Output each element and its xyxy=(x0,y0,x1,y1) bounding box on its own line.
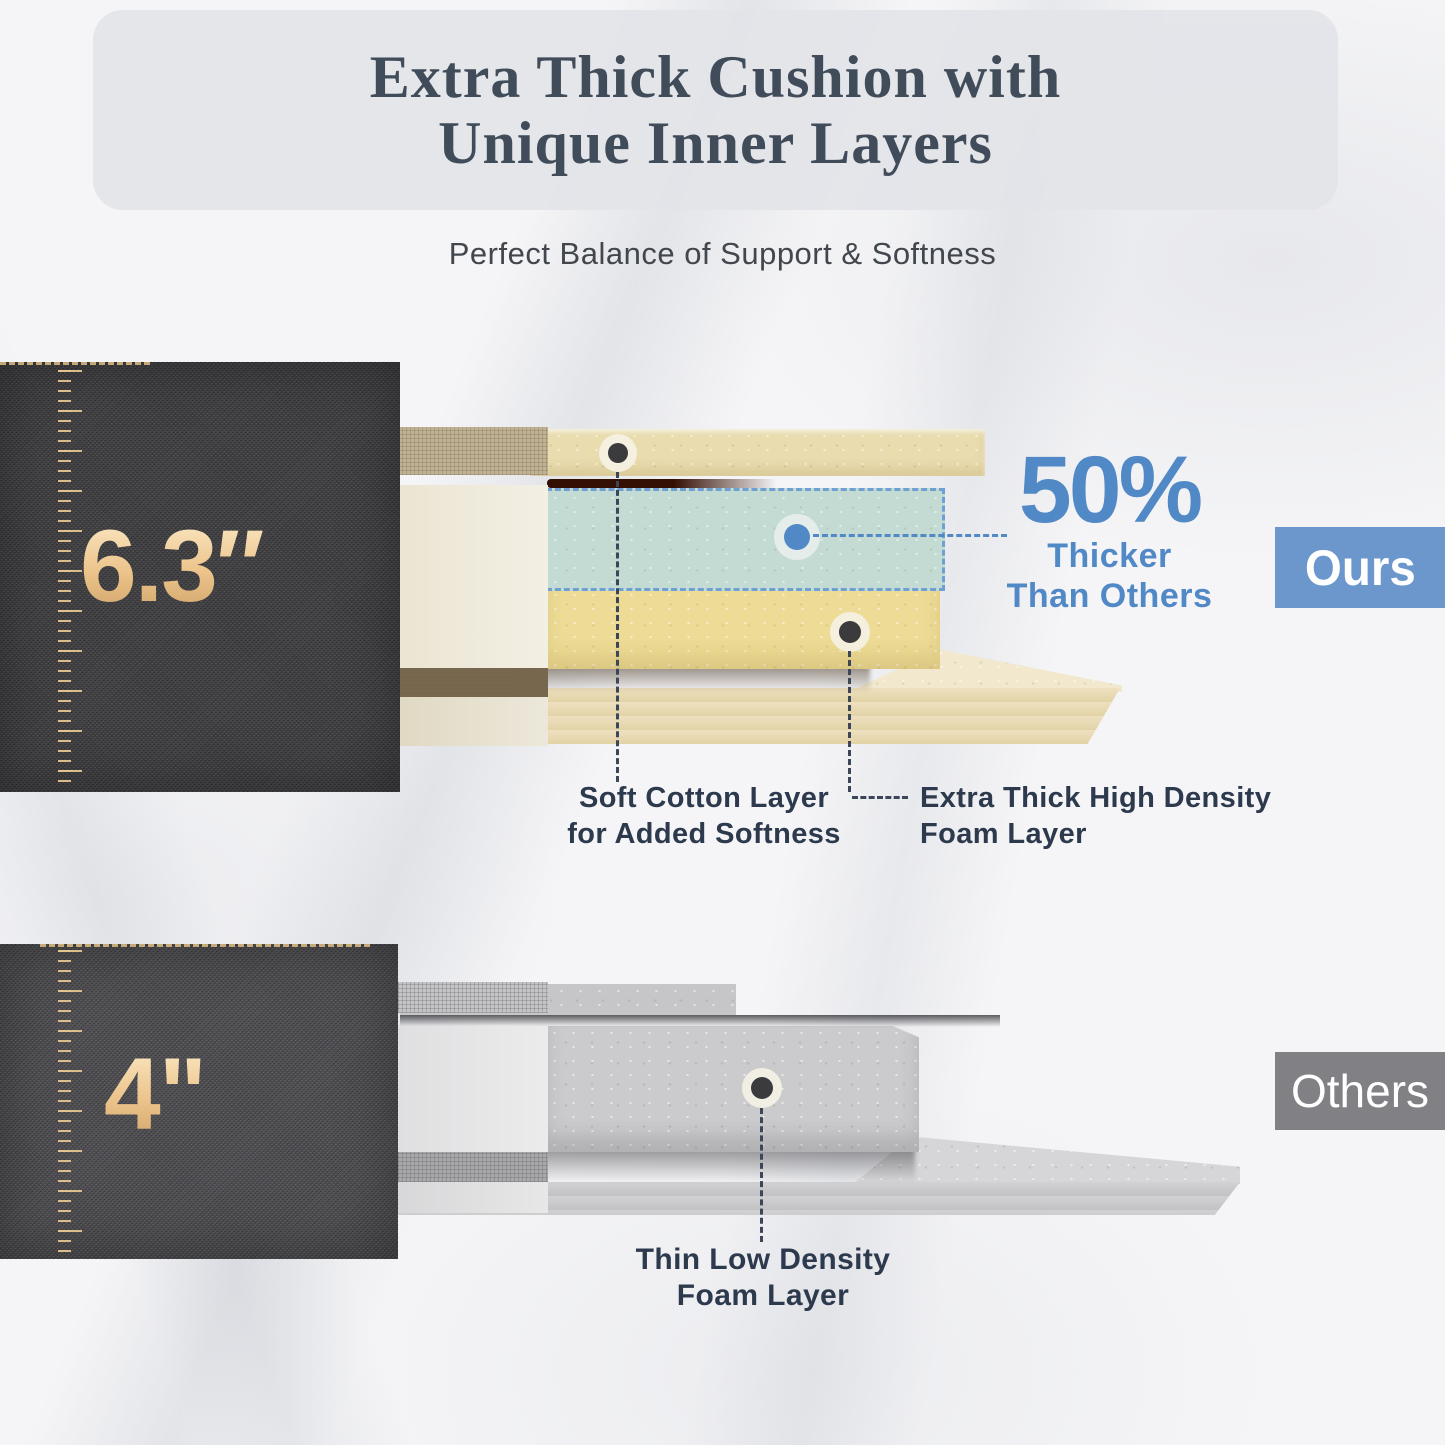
ruler-stitching xyxy=(58,950,84,1253)
stitch-line xyxy=(40,944,370,947)
foam-leader-line-horizontal xyxy=(852,796,908,799)
others-thickness: 4" xyxy=(104,1037,207,1151)
stitch-line xyxy=(0,362,150,365)
title-line-1: Extra Thick Cushion with xyxy=(369,44,1062,110)
mesh-band xyxy=(398,697,548,746)
title-card: Extra Thick Cushion with Unique Inner Lay… xyxy=(93,10,1338,210)
others-strip-shadow xyxy=(400,1015,1000,1027)
others-badge: Others xyxy=(1275,1052,1445,1130)
stat-value: 50% xyxy=(1018,437,1203,543)
stat-line-1: Thicker xyxy=(1047,537,1172,575)
cotton-layer-label: Soft Cotton Layer for Added Softness xyxy=(545,780,863,852)
others-leader-line xyxy=(760,1108,763,1242)
teal-layer-marker-dot xyxy=(784,524,810,550)
others-label-line-1: Thin Low Density xyxy=(635,1243,891,1276)
ruler-stitching xyxy=(58,370,84,784)
mesh-band xyxy=(398,485,548,668)
others-mesh-column xyxy=(398,982,548,1213)
ours-cushion-cover: 6.3″ xyxy=(0,362,400,792)
subtitle: Perfect Balance of Support & Softness xyxy=(448,236,997,271)
yellow-layer-marker-dot xyxy=(839,621,861,643)
page-title: Extra Thick Cushion with Unique Inner Lay… xyxy=(93,10,1338,210)
gray-foam-marker-dot xyxy=(751,1077,773,1099)
others-cushion-cover: 4" xyxy=(0,944,398,1259)
stat-line-2: Than Others xyxy=(1006,577,1213,615)
mesh-band xyxy=(398,982,548,1013)
foam-label-line-1: Extra Thick High Density xyxy=(920,782,1272,814)
ours-badge: Ours xyxy=(1275,527,1445,608)
cotton-leader-line xyxy=(616,472,619,782)
others-badge-label: Others xyxy=(1290,1065,1430,1117)
ours-thickness: 6.3″ xyxy=(80,509,265,623)
cotton-label-line-1: Soft Cotton Layer xyxy=(578,782,830,814)
ours-yellow-foam-layer xyxy=(546,588,940,669)
thick-foam-layer-label: Extra Thick High Density Foam Layer xyxy=(920,780,1280,852)
others-label-line-2: Foam Layer xyxy=(676,1279,850,1312)
cotton-layer-marker-dot xyxy=(608,443,628,463)
mesh-band xyxy=(398,668,548,697)
foam-label-line-2: Foam Layer xyxy=(920,818,1087,850)
ours-mesh-column xyxy=(398,427,548,746)
foam-leader-line xyxy=(848,651,851,792)
stat-block: 50% Thicker Than Others xyxy=(1002,437,1217,616)
ours-teal-foam-layer xyxy=(546,488,945,591)
cotton-label-line-2: for Added Softness xyxy=(567,818,841,850)
ours-cotton-layer xyxy=(530,429,985,476)
mesh-band xyxy=(398,1182,548,1213)
mesh-band xyxy=(398,1152,548,1182)
mesh-band xyxy=(398,1026,548,1152)
ours-seam-strip xyxy=(547,479,777,488)
thin-foam-layer-label: Thin Low Density Foam Layer xyxy=(612,1242,914,1314)
mesh-band xyxy=(398,427,548,475)
ours-badge-label: Ours xyxy=(1304,539,1416,596)
title-line-2: Unique Inner Layers xyxy=(438,110,993,176)
others-gray-foam-layer xyxy=(545,1026,919,1152)
stat-leader-line xyxy=(813,534,1007,537)
